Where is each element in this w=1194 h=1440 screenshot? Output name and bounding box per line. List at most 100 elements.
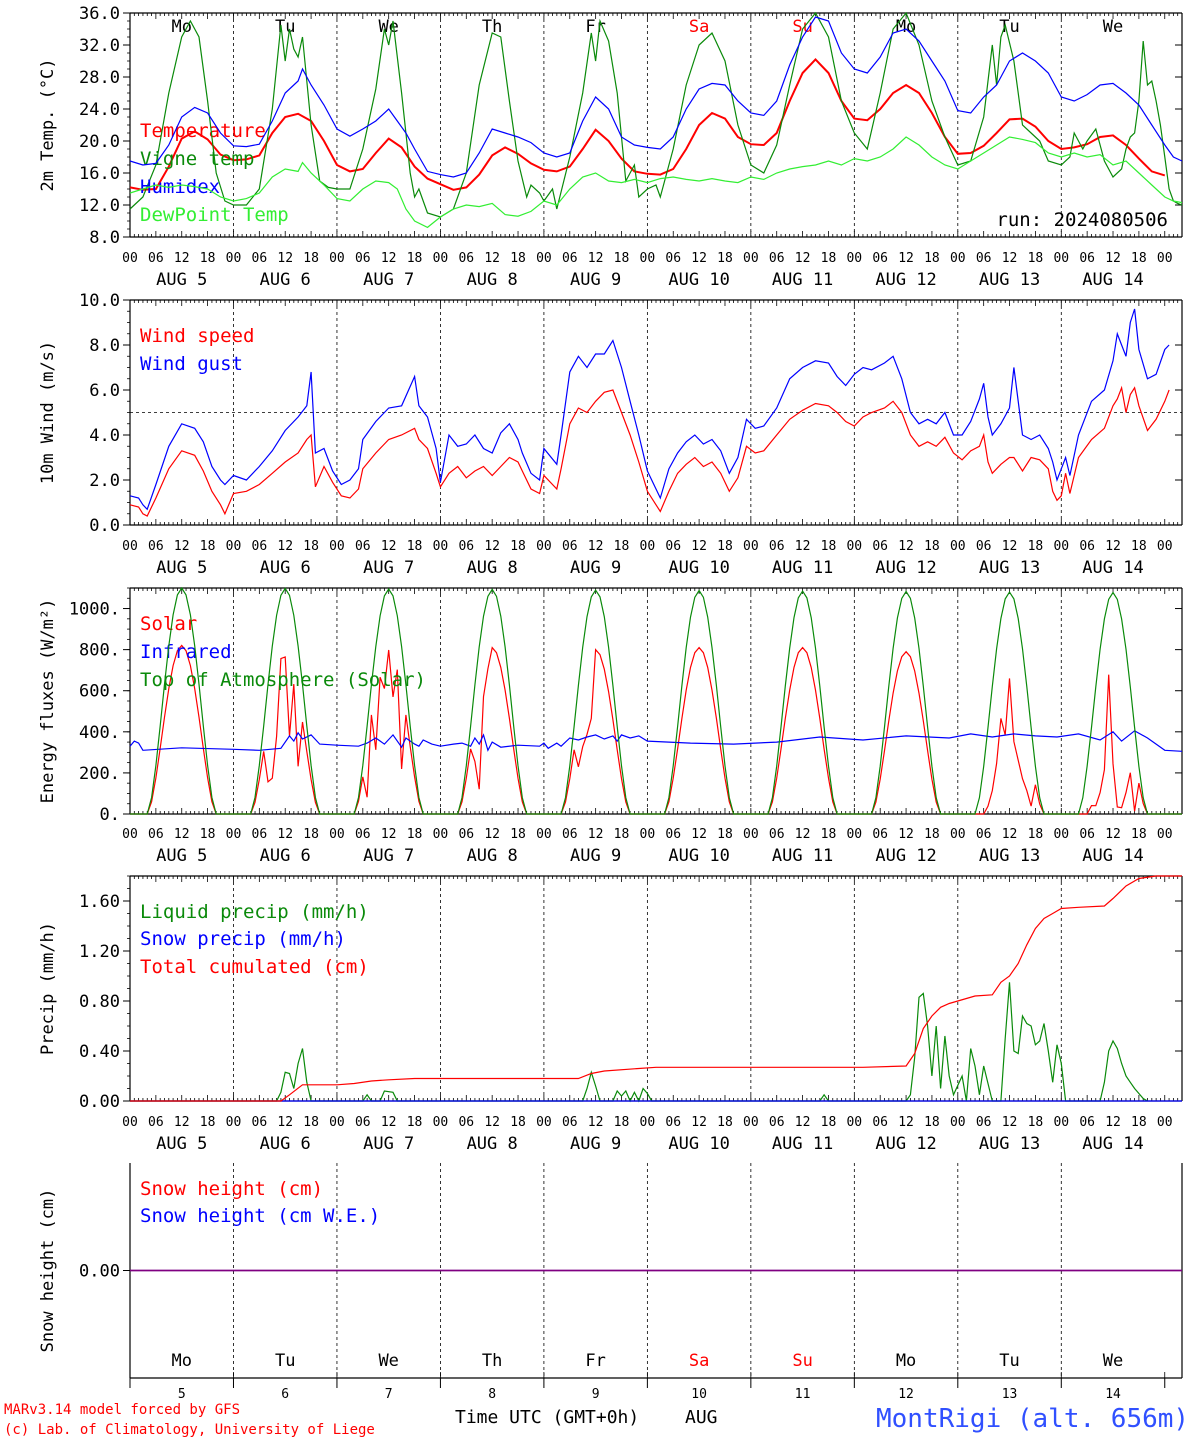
x-hour-label: 18 [924, 827, 940, 842]
station-name: MontRigi (alt. 656m) [876, 1404, 1189, 1434]
series-line-liquid-precip-mm-h- [130, 982, 1148, 1103]
x-hour-label: 18 [1028, 539, 1044, 554]
x-hour-label: 06 [562, 539, 578, 554]
day-number: 9 [592, 1387, 600, 1402]
x-hour-label: 06 [1079, 251, 1095, 266]
x-hour-label: 12 [1105, 539, 1121, 554]
x-hour-label: 12 [174, 827, 190, 842]
x-hour-label: 00 [950, 1115, 966, 1130]
x-hour-label: 00 [1157, 1115, 1173, 1130]
x-hour-label: 00 [433, 827, 449, 842]
legend-entry: Wind gust [140, 353, 243, 375]
day-name: Sa [689, 17, 709, 37]
y-axis-title: Snow height (cm) [38, 1189, 58, 1353]
series-line-total-cumulated-cm- [130, 875, 1182, 1102]
legend-entry: Liquid precip (mm/h) [140, 901, 369, 923]
x-hour-label: 18 [924, 539, 940, 554]
panel-4: 0.00 0.40 0.80 1.20 1.60 Precip (mm/h) 00 06 12 1… [38, 875, 1183, 1154]
x-hour-label: 18 [200, 1115, 216, 1130]
x-hour-label: 00 [1053, 1115, 1069, 1130]
y-tick-label: 200. [79, 764, 120, 784]
x-date-label: AUG 8 [467, 846, 518, 866]
x-date-label: AUG 14 [1082, 1134, 1143, 1154]
x-hour-label: 06 [458, 827, 474, 842]
x-hour-label: 18 [303, 827, 319, 842]
x-hour-label: 06 [355, 251, 371, 266]
x-date-label: AUG 5 [156, 558, 207, 578]
x-hour-label: 06 [872, 1115, 888, 1130]
x-date-label: AUG 12 [875, 270, 936, 290]
x-date-label: AUG 6 [260, 558, 311, 578]
x-hour-label: 00 [226, 827, 242, 842]
x-hour-label: 18 [510, 1115, 526, 1130]
x-hour-label: 12 [795, 827, 811, 842]
y-tick-label: 4.0 [89, 426, 120, 446]
y-tick-label: 16.0 [79, 164, 120, 184]
legend-entry: Temperature [140, 120, 266, 142]
x-hour-label: 00 [640, 539, 656, 554]
x-hour-label: 18 [1131, 1115, 1147, 1130]
x-hour-label: 06 [976, 539, 992, 554]
day-name: We [378, 1351, 398, 1371]
day-name: We [1103, 1351, 1123, 1371]
x-hour-label: 06 [355, 827, 371, 842]
x-hour-label: 18 [200, 251, 216, 266]
legend-entry: Snow height (cm) [140, 1178, 323, 1200]
x-hour-label: 06 [976, 251, 992, 266]
day-number: 8 [488, 1387, 496, 1402]
panel-3: 0. 200. 400. 600. 800. 1000. Energy fluxes (W/… [38, 586, 1183, 866]
day-name: Tu [275, 17, 295, 37]
y-tick-label: 1000. [69, 600, 120, 620]
x-hour-label: 12 [898, 827, 914, 842]
x-hour-label: 12 [1002, 251, 1018, 266]
legend-entry: Top of Atmosphere (Solar) [140, 669, 426, 691]
x-hour-label: 12 [1105, 1115, 1121, 1130]
x-hour-label: 00 [846, 251, 862, 266]
x-hour-label: 12 [795, 539, 811, 554]
x-date-label: AUG 9 [570, 846, 621, 866]
panel-5: 0.00 Snow height (cm) Mo Tu We Th Fr Sa Su Mo Tu We… [38, 1163, 1183, 1402]
y-tick-label: 0.0 [89, 516, 120, 536]
x-hour-label: 06 [769, 251, 785, 266]
x-hour-label: 00 [122, 251, 138, 266]
x-hour-label: 12 [1105, 827, 1121, 842]
x-hour-label: 06 [1079, 1115, 1095, 1130]
day-name: Tu [999, 1351, 1019, 1371]
day-name: Th [482, 17, 502, 37]
x-hour-label: 06 [872, 251, 888, 266]
y-tick-label: 0.00 [79, 1092, 120, 1112]
x-hour-label: 18 [200, 539, 216, 554]
x-hour-label: 06 [769, 539, 785, 554]
panel-2: 0.0 2.0 4.0 6.0 8.0 10.0 10m Wind (m/s) 00 06 12 1… [38, 291, 1183, 578]
x-date-label: AUG 12 [875, 1134, 936, 1154]
series-line-temperature [129, 57, 1166, 191]
x-hour-label: 18 [510, 251, 526, 266]
x-date-label: AUG 7 [363, 270, 414, 290]
series-line-infrared [129, 730, 1183, 752]
x-hour-label: 06 [976, 1115, 992, 1130]
x-hour-label: 12 [174, 539, 190, 554]
x-hour-label: 00 [743, 1115, 759, 1130]
x-hour-label: 06 [148, 539, 164, 554]
legend-entry: Vigne temp [140, 148, 254, 170]
y-tick-label: 8.0 [89, 336, 120, 356]
legend-entry: Snow height (cm W.E.) [140, 1205, 380, 1227]
x-hour-label: 06 [769, 1115, 785, 1130]
x-hour-label: 12 [277, 1115, 293, 1130]
x-hour-label: 06 [769, 827, 785, 842]
x-hour-label: 00 [950, 539, 966, 554]
day-name: Sa [689, 1351, 709, 1371]
x-date-label: AUG 13 [979, 846, 1040, 866]
run-label: run: 2024080506 [996, 209, 1168, 231]
series-line-wind-gust [129, 308, 1170, 511]
x-hour-label: 18 [200, 827, 216, 842]
x-hour-label: 18 [1131, 827, 1147, 842]
x-hour-label: 00 [226, 539, 242, 554]
x-hour-label: 18 [303, 251, 319, 266]
x-hour-label: 18 [614, 251, 630, 266]
day-number: 6 [281, 1387, 289, 1402]
x-hour-label: 00 [433, 251, 449, 266]
day-number: 5 [178, 1387, 186, 1402]
x-date-label: AUG 6 [260, 846, 311, 866]
y-tick-label: 1.60 [79, 892, 120, 912]
